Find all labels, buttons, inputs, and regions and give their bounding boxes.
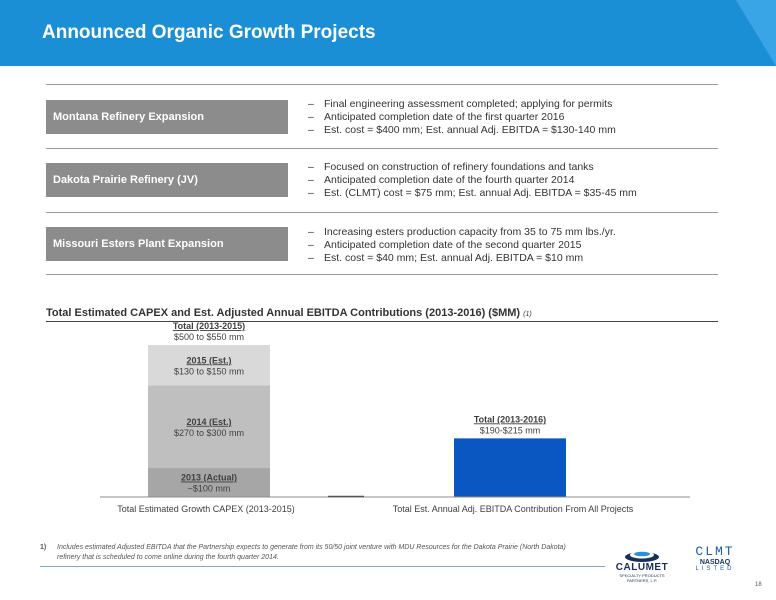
project-name: Dakota Prairie Refinery (JV) xyxy=(46,163,288,197)
bar-segment xyxy=(148,385,270,469)
divider xyxy=(46,84,718,85)
nasdaq-label: NASDAQ xyxy=(699,559,731,566)
listed-label: LISTED xyxy=(695,566,735,572)
bar-segment xyxy=(148,468,270,497)
bullet: – Focused on construction of refinery fou… xyxy=(308,161,594,173)
segment-label-heading: 2014 (Est.) xyxy=(186,417,231,427)
chart-title: Total Estimated CAPEX and Est. Adjusted … xyxy=(46,307,532,319)
total-label-value: $190-$215 mm xyxy=(480,425,541,435)
bullet: – Increasing esters production capacity f… xyxy=(308,226,616,238)
chart-title-rule xyxy=(46,321,718,322)
calumet-mark-icon xyxy=(624,548,660,562)
page-title: Announced Organic Growth Projects xyxy=(42,22,376,43)
total-label-heading: Total (2013-2015) xyxy=(173,321,245,331)
project-name: Missouri Esters Plant Expansion xyxy=(46,227,288,261)
total-label-heading: Total (2013-2016) xyxy=(474,414,546,424)
segment-label-value: $270 to $300 mm xyxy=(174,428,244,438)
total-label-value: $500 to $550 mm xyxy=(174,332,244,342)
segment-label-heading: 2015 (Est.) xyxy=(186,355,231,365)
bullet: – Est. cost = $400 mm; Est. annual Adj. E… xyxy=(308,124,616,136)
bullet: – Anticipated completion date of the four… xyxy=(308,174,575,186)
ticker: CLMT xyxy=(695,544,735,559)
page-number: 18 xyxy=(755,582,762,588)
bar-segment xyxy=(454,438,566,497)
category-label: Total Estimated Growth CAPEX (2013-2015) xyxy=(117,504,295,514)
project-bullets: – Focused on construction of refinery fou… xyxy=(308,161,637,200)
project-name: Montana Refinery Expansion xyxy=(46,100,288,134)
category-label: Total Est. Annual Adj. EBITDA Contributi… xyxy=(393,504,634,514)
bullet: – Est. (CLMT) cost = $75 mm; Est. annual … xyxy=(308,187,637,199)
calumet-subtitle: SPECIALTY PRODUCTS PARTNERS, L.P. xyxy=(619,573,665,583)
project-bullets: – Increasing esters production capacity f… xyxy=(308,226,616,265)
segment-label-value: ~$100 mm xyxy=(188,484,231,494)
divider xyxy=(46,274,718,275)
footnote-text: Includes estimated Adjusted EBITDA that … xyxy=(57,544,566,561)
divider xyxy=(46,148,718,149)
header-accent xyxy=(736,0,776,66)
calumet-logo: CALUMET SPECIALTY PRODUCTS PARTNERS, L.P… xyxy=(612,548,672,583)
divider xyxy=(46,212,718,213)
bar-segment xyxy=(148,345,270,386)
bullet: – Final engineering assessment completed;… xyxy=(308,98,613,110)
calumet-name: CALUMET xyxy=(615,562,669,573)
nasdaq-logo: CLMT NASDAQ LISTED xyxy=(690,544,740,572)
bullet: – Est. cost = $40 mm; Est. annual Adj. EB… xyxy=(308,252,584,264)
bullet: – Anticipated completion date of the firs… xyxy=(308,111,565,123)
project-bullets: – Final engineering assessment completed;… xyxy=(308,98,616,137)
title-bar: Announced Organic Growth Projects xyxy=(0,0,776,66)
segment-label-heading: 2013 (Actual) xyxy=(181,473,237,483)
footnote-number: 1) xyxy=(40,544,47,551)
footnote: 1) Includes estimated Adjusted EBITDA th… xyxy=(40,543,580,563)
segment-label-value: $130 to $150 mm xyxy=(174,366,244,376)
bullet: – Anticipated completion date of the seco… xyxy=(308,239,582,251)
footer-rule xyxy=(40,566,605,567)
